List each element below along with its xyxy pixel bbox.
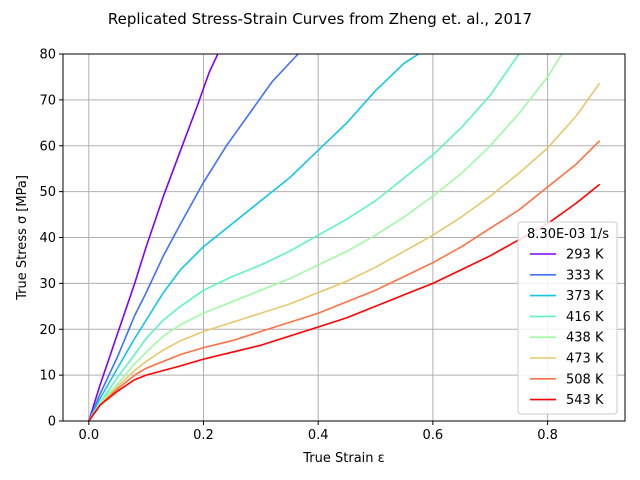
series-line-473-k — [88, 83, 601, 421]
y-tick-label: 50 — [39, 185, 56, 200]
y-tick-label: 20 — [39, 323, 56, 338]
series-line-543-k — [88, 183, 601, 421]
y-tick-label: 10 — [39, 369, 56, 384]
x-tick-label: 0.8 — [537, 428, 558, 443]
x-tick-label: 0.6 — [423, 428, 444, 443]
x-tick-label: 0.0 — [78, 428, 99, 443]
y-tick-label: 0 — [48, 415, 56, 430]
series-lines — [88, 54, 601, 421]
legend-entry: 293 K — [566, 248, 604, 263]
x-tick-label: 0.4 — [308, 428, 329, 443]
y-tick-label: 70 — [39, 93, 56, 108]
legend-entry: 333 K — [566, 268, 604, 283]
y-axis-label: True Stress σ [MPa] — [15, 175, 30, 301]
legend-entry: 473 K — [566, 352, 604, 367]
legend-title: 8.30E-03 1/s — [527, 227, 609, 242]
legend-entry: 508 K — [566, 372, 604, 387]
legend-box — [517, 221, 618, 415]
series-line-333-k — [88, 54, 299, 421]
legend: 8.30E-03 1/s 293 K 333 K 373 K 416 K 438 K 47… — [517, 221, 618, 415]
legend-entry: 416 K — [566, 310, 604, 325]
legend-entry: 438 K — [566, 331, 604, 346]
series-line-416-k — [88, 54, 520, 421]
series-line-438-k — [88, 54, 563, 421]
y-tick-label: 60 — [39, 139, 56, 154]
y-tick-label: 40 — [39, 231, 56, 246]
chart-title: Replicated Stress-Strain Curves from Zhe… — [108, 10, 532, 28]
series-line-508-k — [88, 140, 601, 421]
legend-entry: 543 K — [566, 393, 604, 408]
series-line-293-k — [88, 54, 219, 421]
y-tick-label: 30 — [39, 277, 56, 292]
legend-entry: 373 K — [566, 289, 604, 304]
y-tick-label: 80 — [39, 48, 56, 63]
x-tick-label: 0.2 — [193, 428, 214, 443]
axis-ticks: 0.0 0.2 0.4 0.6 0.8 0 10 20 30 40 50 60 70 80 — [39, 48, 557, 444]
x-axis-label: True Strain ε — [302, 451, 384, 466]
series-line-373-k — [88, 54, 420, 421]
